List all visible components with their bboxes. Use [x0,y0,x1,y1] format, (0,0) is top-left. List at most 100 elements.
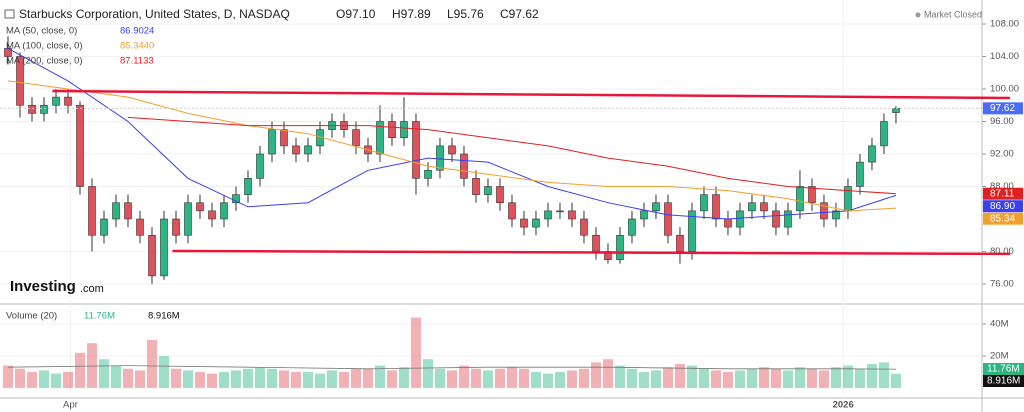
volume-bar [290,372,301,388]
volume-bar [866,364,877,388]
candle-body [64,96,72,106]
menu-icon[interactable] [4,9,15,19]
volume-bar [698,368,709,388]
volume-bar [410,317,421,388]
volume-bar [38,370,49,388]
volume-bar [86,343,97,388]
candle-body [52,96,60,106]
volume-bar [890,373,901,388]
volume-ma-box [983,363,1024,375]
volume-bar [194,372,205,388]
volume-bar [566,370,577,388]
volume-bar [458,365,469,388]
volume-ma-label: 11.76M [987,364,1020,375]
volume-bar [830,367,841,388]
candle-body [856,161,864,187]
candle-body [484,186,492,195]
volume-bar [422,359,433,388]
volume-bar [806,368,817,388]
volume-ma-legend: 11.76M [84,311,115,322]
volume-bar [662,367,673,388]
ma-legend-name: MA (200, close, 0) [6,56,83,67]
marks [0,0,1010,398]
volume-bar [2,365,13,388]
x-tick-label: Apr [63,400,78,411]
logo-brand: Investing [10,278,76,295]
volume-bar [842,365,853,388]
trendline [52,89,1010,100]
candle-body [172,218,180,236]
volume-bar [98,359,109,388]
candle-body [184,202,192,236]
chart-title: Starbucks Corporation, United States, D,… [19,7,290,21]
ohlc-high: H97.89 [392,7,431,21]
volume-bar [674,364,685,388]
candle-body [748,202,756,212]
volume-bar [74,352,85,388]
volume-bar [134,370,145,388]
candle-body [280,129,288,147]
candle-body [772,210,780,228]
candle-body [424,169,432,179]
volume-bar [122,368,133,388]
ma-price-box [983,187,1023,200]
y-tick-label: 88.00 [990,181,1014,192]
volume-bar [26,372,37,388]
candle-body [28,104,36,114]
volume-bar [146,340,157,388]
candle-body [580,218,588,236]
last-price-label: 97.62 [990,103,1015,114]
ma-legend-value: 87.1133 [120,56,154,67]
ohlc-close: C97.62 [500,7,539,21]
y-tick-label: 108.00 [990,19,1019,30]
candle-body [652,202,660,212]
y-tick-label: 96.00 [990,116,1014,127]
candle-body [436,145,444,171]
candle-body [556,210,564,213]
candle-body [244,178,252,195]
candle-body [16,56,24,106]
volume-bar [446,370,457,388]
candle-body [616,234,624,260]
volume-bar [758,367,769,388]
volume-bar [542,373,553,388]
ma-legend-name: MA (100, close, 0) [6,41,83,52]
volume-bar [230,370,241,388]
candle-body [508,202,516,220]
candle-body [136,218,144,236]
candle-body [592,234,600,252]
candle-body [520,218,528,228]
volume-bar [782,370,793,388]
y-tick-label: 104.00 [990,51,1019,62]
logo-suffix: .com [80,283,104,295]
volume-bar [638,372,649,388]
candle-body [496,186,504,204]
ma-legend-value: 85.3440 [120,41,154,52]
moving-average [7,80,897,212]
candle-body [568,210,576,220]
candle-body [4,48,12,57]
candle-body [784,210,792,228]
volume-bar [506,367,517,388]
last-price-box [983,102,1023,115]
volume-bar [314,373,325,388]
volume-bar [530,372,541,388]
ma-price-label: 86.90 [990,201,1015,212]
candle-body [796,186,804,212]
candle-body [628,218,636,236]
candle-body [724,218,732,228]
candle-body [712,194,720,220]
ma-price-label: 87.11 [990,188,1015,199]
volume-bar [626,368,637,388]
candle-body [832,210,840,220]
ma-legend-value: 86.9024 [120,26,154,37]
ohlc-low: L95.76 [447,7,484,21]
candle-body [820,202,828,220]
candle-body [664,202,672,236]
volume-bar [734,370,745,388]
market-status: Market Closed [924,9,982,19]
volume-bar [434,368,445,388]
volume-legend-value: 8.916M [148,311,180,322]
volume-bar [50,373,61,388]
volume-bar [374,365,385,388]
